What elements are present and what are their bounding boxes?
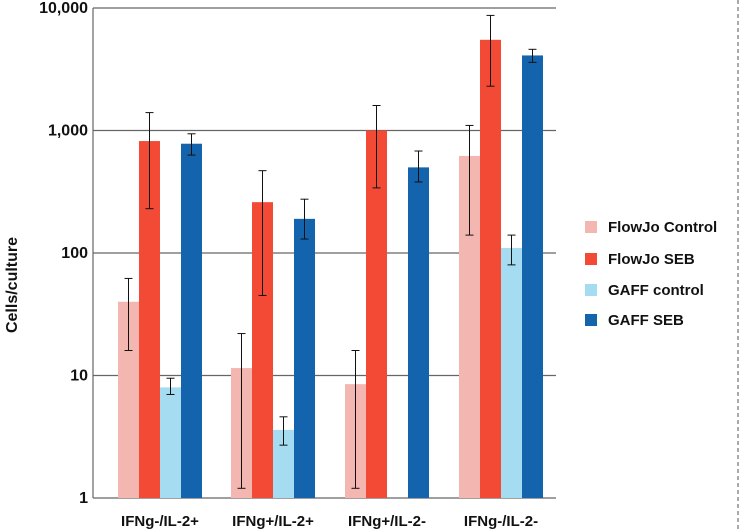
y-tick-label: 1 xyxy=(79,490,88,507)
bar xyxy=(118,301,139,498)
x-category-label: IFNg+/IL-2+ xyxy=(232,513,314,530)
bar xyxy=(294,218,315,499)
y-axis-label: Cells/culture xyxy=(4,237,21,333)
error-bars-layer xyxy=(124,14,537,489)
bar xyxy=(522,55,543,498)
x-category-label: IFNg+/IL-2- xyxy=(348,513,426,530)
y-tick-label: 1,000 xyxy=(48,123,88,140)
bar xyxy=(181,143,202,498)
bar xyxy=(480,39,501,498)
bar xyxy=(501,247,522,498)
legend-label: GAFF SEB xyxy=(608,312,684,329)
bar xyxy=(459,155,480,499)
y-tick-labels: 1 10 100 1,000 10,000 xyxy=(39,0,88,507)
legend-label: GAFF control xyxy=(608,282,704,299)
bar xyxy=(366,130,387,498)
bar xyxy=(252,202,273,498)
y-tick-label: 10,000 xyxy=(39,0,88,17)
legend-swatch xyxy=(585,284,597,296)
legend-swatch xyxy=(585,221,597,233)
y-tick-label: 100 xyxy=(61,245,88,262)
bar xyxy=(273,429,294,498)
x-category-label: IFNg-/IL-2- xyxy=(464,513,538,530)
legend-swatch xyxy=(585,314,597,326)
legend-label: FlowJo Control xyxy=(608,219,717,236)
bar xyxy=(408,167,429,499)
x-category-label: IFNg-/IL-2+ xyxy=(121,513,199,530)
bar xyxy=(139,141,160,498)
bars-layer xyxy=(118,39,543,499)
legend-swatch xyxy=(585,253,597,265)
x-category-labels: IFNg-/IL-2+ IFNg+/IL-2+ IFNg+/IL-2- IFNg-/I… xyxy=(121,513,538,530)
legend-label: FlowJo SEB xyxy=(608,251,695,268)
y-tick-label: 10 xyxy=(70,368,88,385)
bar xyxy=(160,387,181,498)
legend: FlowJo Control FlowJo SEB GAFF control GAFF… xyxy=(585,219,717,329)
